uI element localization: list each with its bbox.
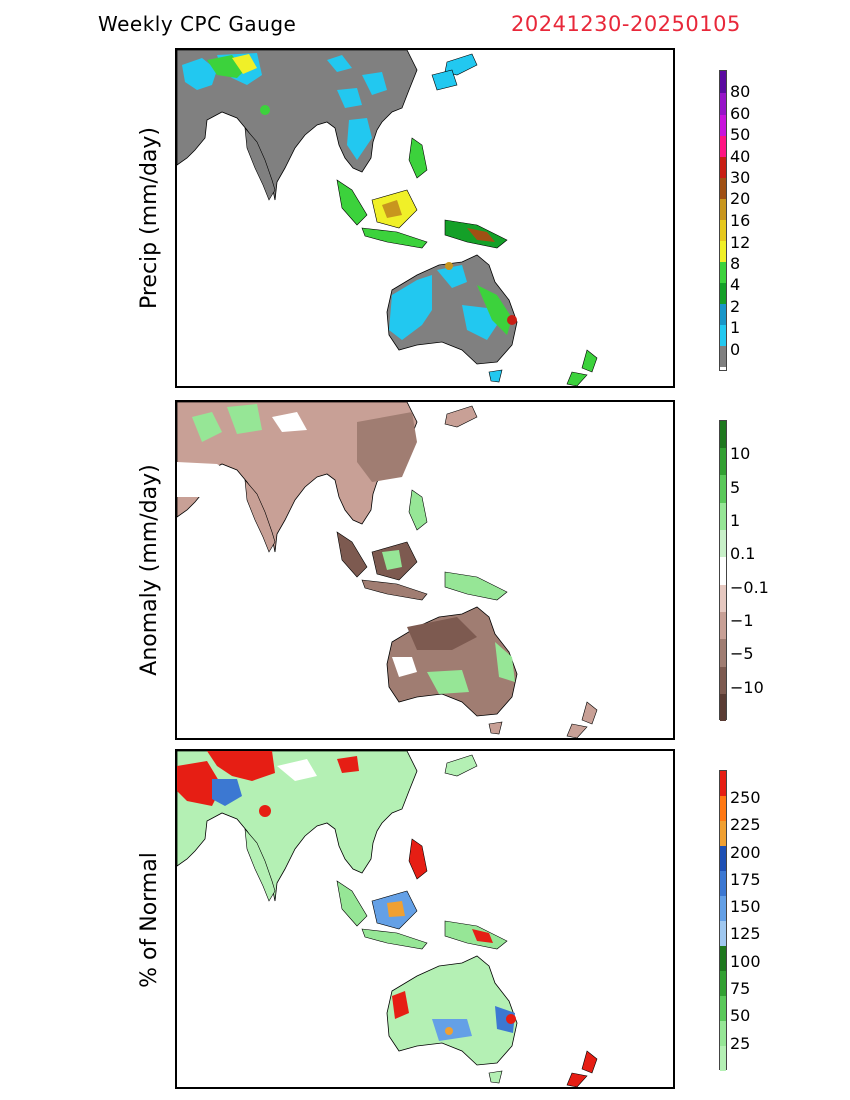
anomaly-cbar-label: −5 (730, 644, 754, 663)
anomaly-cbar-label: 5 (730, 478, 741, 497)
precip-cbar-label: 80 (730, 82, 751, 101)
precip-cbar-label: 0 (730, 340, 741, 359)
percent-cbar-label: 25 (730, 1034, 751, 1053)
precip-cbar-label: 16 (730, 211, 751, 230)
anomaly-cbar-label: 0.1 (730, 544, 756, 563)
australia-landmass (386, 955, 518, 1066)
precip-cbar-label: 4 (730, 275, 741, 294)
precip-map-panel (175, 48, 675, 388)
percent-cbar-label: 50 (730, 1006, 751, 1025)
precip-cbar-label: 40 (730, 147, 751, 166)
precip-cbar-label: 1 (730, 318, 741, 337)
precip-cbar-label: 60 (730, 104, 751, 123)
percent-cbar-label: 100 (730, 952, 761, 971)
precip-cbar-label: 20 (730, 189, 751, 208)
india-peninsula (244, 127, 276, 201)
anomaly-cbar-label: 10 (730, 444, 751, 463)
percent-map-panel (175, 749, 675, 1089)
date-range: 20241230-20250105 (511, 12, 741, 36)
chart-title: Weekly CPC Gauge (98, 12, 297, 36)
percent-cbar-label: 75 (730, 979, 751, 998)
anomaly-map (177, 402, 598, 738)
precip-cbar-label: 12 (730, 233, 751, 252)
precip-ylabel: Precip (mm/day) (137, 126, 162, 310)
anomaly-cbar-label: −0.1 (730, 578, 769, 597)
precip-cbar-label: 50 (730, 125, 751, 144)
asia-landmass (177, 50, 418, 201)
anomaly-cbar-label: −1 (730, 611, 754, 630)
anomaly-cbar-label: 1 (730, 511, 741, 530)
percent-cbar-label: 225 (730, 815, 761, 834)
percent-colorbar (719, 770, 727, 1071)
anomaly-map-panel (175, 400, 675, 740)
percent-ylabel: % of Normal (137, 852, 162, 988)
precip-map (177, 50, 598, 386)
percent-cbar-label: 150 (730, 897, 761, 916)
precip-cbar-label: 8 (730, 254, 741, 273)
precip-cbar-label: 2 (730, 297, 741, 316)
anomaly-colorbar (719, 420, 727, 721)
precip-colorbar (719, 70, 727, 371)
percent-map (177, 751, 598, 1087)
percent-cbar-label: 175 (730, 870, 761, 889)
anomaly-cbar-label: −10 (730, 678, 764, 697)
percent-cbar-label: 200 (730, 843, 761, 862)
percent-cbar-label: 250 (730, 788, 761, 807)
percent-cbar-label: 125 (730, 924, 761, 943)
precip-cbar-label: 30 (730, 168, 751, 187)
anomaly-ylabel: Anomaly (mm/day) (137, 464, 162, 676)
